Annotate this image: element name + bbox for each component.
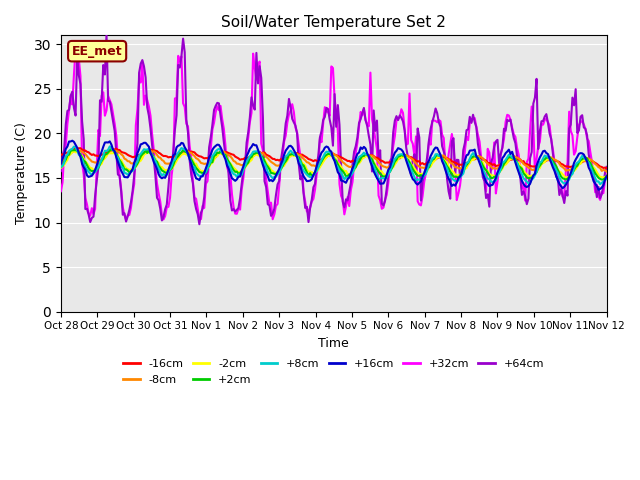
- X-axis label: Time: Time: [318, 337, 349, 350]
- Title: Soil/Water Temperature Set 2: Soil/Water Temperature Set 2: [221, 15, 446, 30]
- Legend: -16cm, -8cm, -2cm, +2cm, +8cm, +16cm, +32cm, +64cm: -16cm, -8cm, -2cm, +2cm, +8cm, +16cm, +3…: [119, 355, 548, 389]
- Text: EE_met: EE_met: [72, 45, 122, 58]
- Y-axis label: Temperature (C): Temperature (C): [15, 122, 28, 225]
